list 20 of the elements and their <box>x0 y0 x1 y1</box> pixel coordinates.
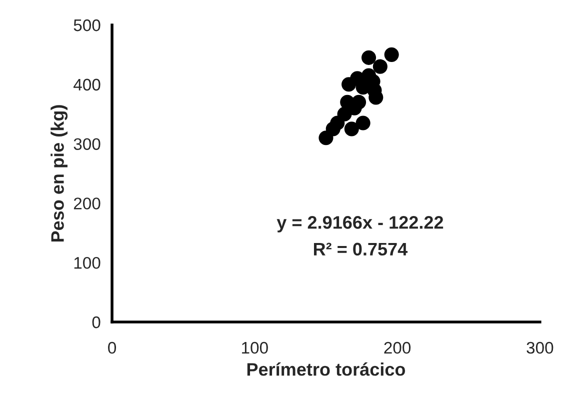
annotation: R² = 0.7574 <box>314 242 408 256</box>
point <box>372 59 388 74</box>
y-tick-label: 0 <box>92 316 100 328</box>
point <box>384 47 399 62</box>
y-tick-label: 300 <box>74 138 100 150</box>
x-tick-label: 0 <box>108 342 116 354</box>
x-tick-label: 200 <box>384 342 411 354</box>
y-tick-label: 400 <box>74 78 100 91</box>
annotation: y = 2.9166x - 122.22 <box>276 216 444 232</box>
point <box>351 94 366 110</box>
point <box>356 116 370 130</box>
y-tick-label: 100 <box>74 256 100 269</box>
y-tick-label: 500 <box>74 19 100 32</box>
x-tick-label: 300 <box>526 342 554 354</box>
x-axis-title: Perímetro torácico <box>247 362 406 376</box>
x-tick-label: 100 <box>242 342 268 354</box>
point <box>344 122 359 136</box>
point <box>361 50 376 65</box>
y-axis-title: Peso en pie (kg) <box>50 105 68 242</box>
y-tick-label: 200 <box>74 198 100 210</box>
